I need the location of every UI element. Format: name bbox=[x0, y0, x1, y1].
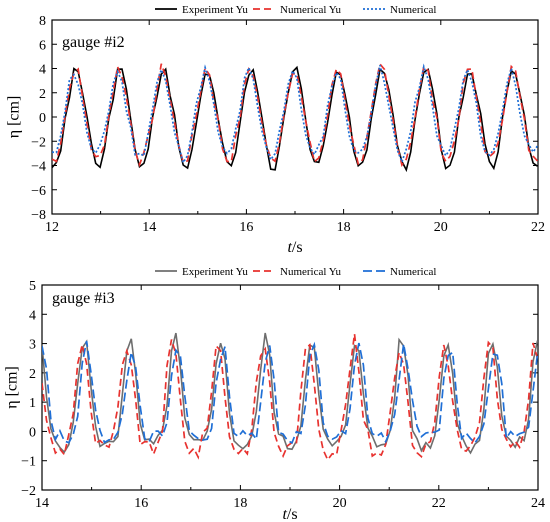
gauge-annotation: gauge #i2 bbox=[62, 34, 125, 51]
x-tick-label: 12 bbox=[45, 220, 59, 235]
y-tick-label: −2 bbox=[21, 484, 36, 499]
x-axis-label: t/s bbox=[287, 239, 302, 256]
legend-label-3: Numerical bbox=[390, 4, 436, 16]
y-tick-label: −4 bbox=[31, 160, 46, 175]
x-tick-label: 22 bbox=[531, 220, 545, 235]
y-tick-label: 0 bbox=[29, 425, 36, 440]
y-tick-label: 2 bbox=[29, 367, 36, 382]
series-line-3 bbox=[52, 63, 538, 165]
y-tick-label: 2 bbox=[39, 87, 46, 102]
series-line-2 bbox=[42, 333, 538, 462]
y-axis-label: η [cm] bbox=[4, 366, 21, 409]
y-tick-label: 0 bbox=[39, 111, 46, 126]
y-tick-label: −1 bbox=[21, 455, 36, 470]
x-tick-label: 14 bbox=[142, 220, 156, 235]
y-tick-label: 4 bbox=[29, 308, 36, 323]
x-axis-label: t/s bbox=[282, 506, 297, 522]
y-tick-label: −8 bbox=[31, 208, 46, 223]
plot-frame bbox=[41, 284, 539, 491]
legend-label-2: Numerical Yu bbox=[280, 4, 341, 16]
x-tick-label: 22 bbox=[432, 496, 446, 511]
legend-label-3: Numerical bbox=[390, 266, 436, 278]
y-tick-label: 4 bbox=[39, 63, 46, 78]
y-tick-label: 5 bbox=[29, 279, 36, 294]
y-tick-label: 6 bbox=[39, 38, 46, 53]
series-line-3 bbox=[42, 340, 538, 445]
y-tick-label: −2 bbox=[31, 135, 46, 150]
gauge-annotation: gauge #i3 bbox=[52, 290, 115, 307]
chart-panel-2: 14 16 18 20 22 24 −2 −1 0 1 2 3 4 5 Experiment Yu Numer… bbox=[4, 266, 546, 522]
x-tick-label: 16 bbox=[134, 496, 148, 511]
x-tick-label: 24 bbox=[531, 496, 545, 511]
legend-label-1: Experiment Yu bbox=[182, 266, 248, 278]
x-tick-label: 20 bbox=[434, 220, 448, 235]
x-tick-label: 18 bbox=[337, 220, 351, 235]
plot-frame bbox=[51, 19, 539, 215]
y-tick-label: 1 bbox=[29, 396, 36, 411]
legend-label-2: Numerical Yu bbox=[280, 266, 341, 278]
y-tick-label: 8 bbox=[39, 14, 46, 29]
series-line-2 bbox=[52, 62, 538, 168]
series-line-1 bbox=[42, 332, 538, 455]
y-tick-label: 3 bbox=[29, 338, 36, 353]
legend-label-1: Experiment Yu bbox=[182, 4, 248, 16]
chart-panel-1: 12 14 16 18 20 22 −8 −6 −4 −2 0 2 4 6 8 Experiment Yu Nu… bbox=[6, 4, 546, 256]
x-tick-label: 20 bbox=[333, 496, 347, 511]
x-tick-label: 16 bbox=[239, 220, 253, 235]
y-axis-label: η [cm] bbox=[6, 96, 23, 139]
y-tick-label: −6 bbox=[31, 184, 46, 199]
x-tick-label: 14 bbox=[35, 496, 49, 511]
series-line-1 bbox=[52, 65, 538, 173]
x-tick-label: 18 bbox=[233, 496, 247, 511]
